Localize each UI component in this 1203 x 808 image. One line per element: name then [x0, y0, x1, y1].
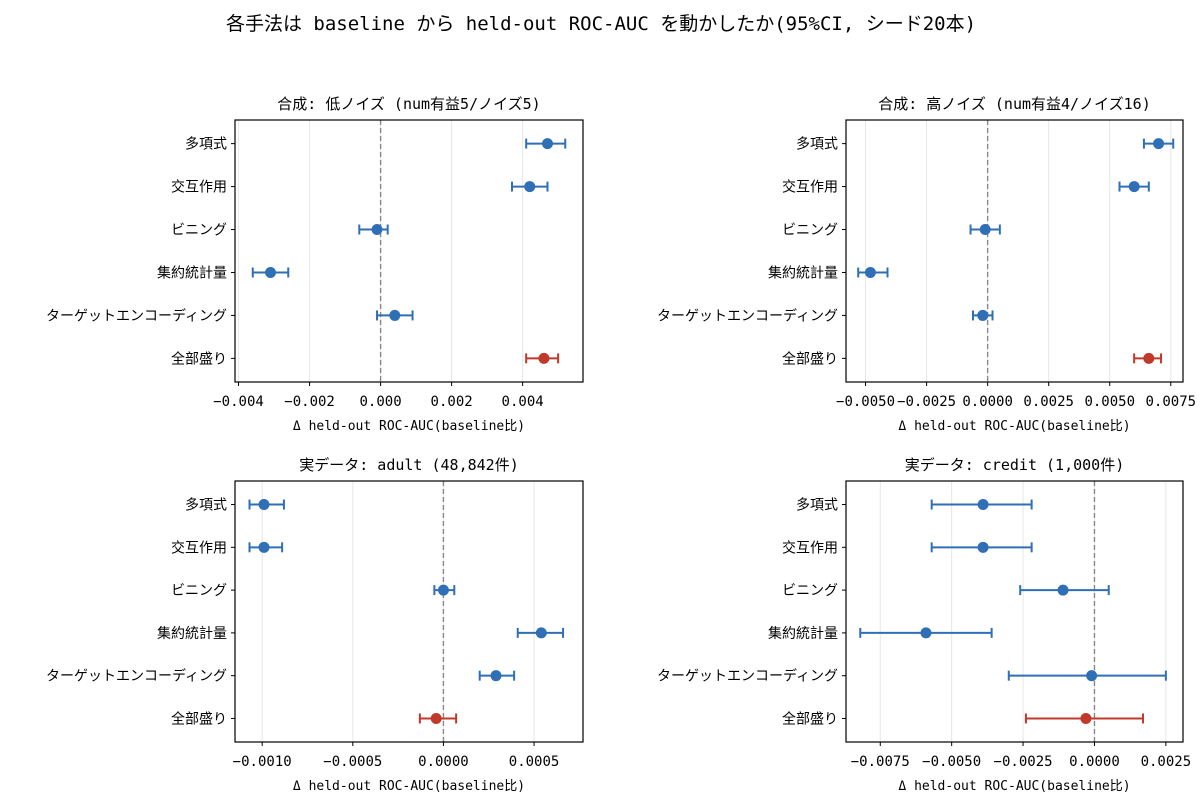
data-point	[389, 309, 401, 321]
x-tick-label: −0.0005	[323, 754, 382, 770]
data-point	[977, 499, 989, 511]
x-tick-label: 0.0000	[418, 754, 469, 770]
data-point	[1086, 670, 1098, 682]
data-point	[979, 224, 991, 236]
y-tick-label: ターゲットエンコーディング	[657, 307, 838, 324]
x-axis-label: Δ held-out ROC-AUC(baseline比)	[293, 779, 525, 794]
x-axis-label: Δ held-out ROC-AUC(baseline比)	[898, 419, 1130, 434]
data-point	[258, 499, 270, 511]
x-tick-label: 0.0005	[509, 754, 560, 770]
data-point	[258, 541, 270, 553]
y-tick-label: ビニング	[782, 223, 838, 239]
y-tick-label: 交互作用	[782, 179, 838, 196]
panel-title: 合成: 高ノイズ (num有益4/ノイズ16)	[878, 95, 1150, 113]
x-tick-label: −0.0025	[897, 394, 956, 410]
axes-frame	[234, 480, 584, 743]
y-tick-label: ビニング	[782, 583, 838, 599]
data-point	[920, 627, 932, 639]
y-tick-label: ビニング	[171, 223, 227, 239]
data-point	[864, 266, 876, 278]
y-tick-label: 集約統計量	[768, 625, 838, 642]
x-tick-label: 0.0000	[1069, 754, 1120, 770]
data-point	[977, 309, 989, 321]
data-point	[490, 670, 502, 682]
x-tick-label: 0.004	[502, 394, 544, 410]
panel-title: 実データ: adult (48,842件)	[299, 456, 519, 474]
x-tick-label: 0.000	[360, 394, 402, 410]
y-tick-label: 交互作用	[171, 539, 227, 556]
axes-frame	[845, 119, 1184, 383]
data-point	[430, 712, 442, 724]
y-tick-label: 集約統計量	[157, 264, 227, 281]
y-tick-label: 全部盛り	[171, 710, 227, 727]
panel-title: 実データ: credit (1,000件)	[905, 456, 1125, 474]
data-point	[535, 627, 547, 639]
y-tick-label: 全部盛り	[171, 350, 227, 367]
y-tick-label: ターゲットエンコーディング	[46, 668, 227, 685]
x-tick-label: 0.0000	[962, 394, 1013, 410]
y-tick-label: ターゲットエンコーディング	[657, 668, 838, 685]
axes-frame	[845, 480, 1184, 743]
data-point	[371, 224, 383, 236]
x-tick-label: 0.0025	[1023, 394, 1074, 410]
data-point	[977, 541, 989, 553]
data-point	[1128, 181, 1140, 193]
x-tick-label: −0.0050	[836, 394, 895, 410]
axes-frame	[234, 119, 584, 383]
y-tick-label: 集約統計量	[157, 625, 227, 642]
x-axis-label: Δ held-out ROC-AUC(baseline比)	[293, 419, 525, 434]
data-point	[524, 181, 536, 193]
y-tick-label: 集約統計量	[768, 264, 838, 281]
data-point	[1057, 584, 1069, 596]
data-point	[1153, 138, 1165, 150]
x-tick-label: −0.0050	[922, 754, 981, 770]
x-tick-label: −0.002	[284, 394, 335, 410]
data-point	[437, 584, 449, 596]
data-point	[1080, 712, 1092, 724]
x-tick-label: −0.0010	[233, 754, 292, 770]
figure-title: 各手法は baseline から held-out ROC-AUC を動かしたか…	[226, 13, 976, 35]
data-point	[265, 266, 277, 278]
data-point	[1143, 352, 1155, 364]
y-tick-label: 多項式	[185, 136, 227, 153]
x-tick-label: 0.0025	[1141, 754, 1192, 770]
y-tick-label: 多項式	[796, 136, 838, 153]
y-tick-label: ビニング	[171, 583, 227, 599]
panel-title: 合成: 低ノイズ (num有益5/ノイズ5)	[277, 95, 540, 113]
x-axis-label: Δ held-out ROC-AUC(baseline比)	[898, 779, 1130, 794]
x-tick-label: 0.0075	[1146, 394, 1197, 410]
data-point	[541, 138, 553, 150]
y-tick-label: 全部盛り	[782, 350, 838, 367]
x-tick-label: 0.0050	[1084, 394, 1135, 410]
data-point	[538, 352, 550, 364]
x-tick-label: 0.002	[431, 394, 473, 410]
x-tick-label: −0.0025	[994, 754, 1053, 770]
y-tick-label: 交互作用	[171, 179, 227, 196]
y-tick-label: ターゲットエンコーディング	[46, 307, 227, 324]
x-tick-label: −0.004	[213, 394, 264, 410]
y-tick-label: 多項式	[185, 497, 227, 514]
y-tick-label: 全部盛り	[782, 710, 838, 727]
y-tick-label: 多項式	[796, 497, 838, 514]
x-tick-label: −0.0075	[851, 754, 910, 770]
y-tick-label: 交互作用	[782, 539, 838, 556]
